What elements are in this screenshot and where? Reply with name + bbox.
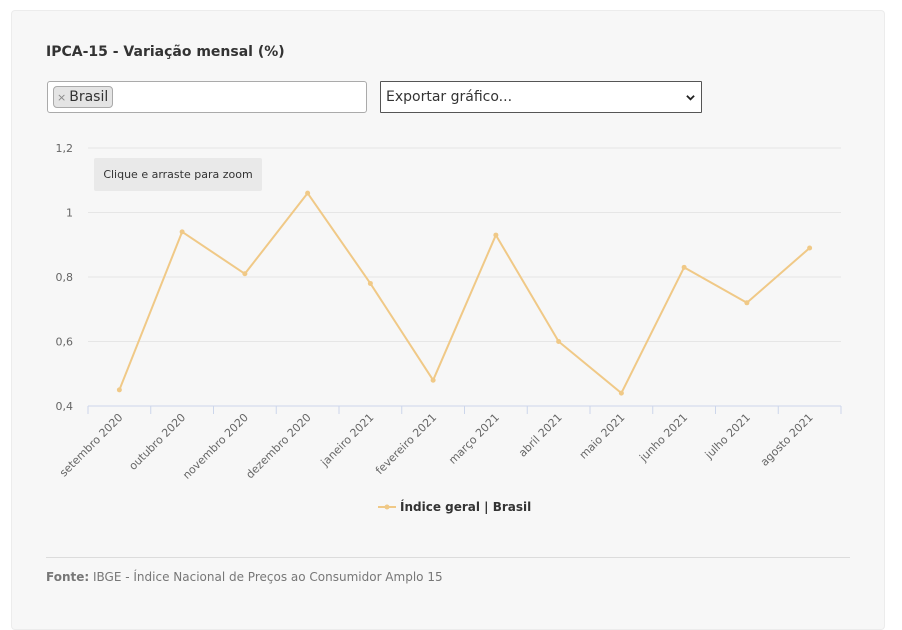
y-axis-labels: 0,4 0,6 0,8 1 1,2	[56, 142, 74, 413]
grid-lines	[88, 147, 841, 342]
export-chart-select[interactable]: Exportar gráfico...	[380, 81, 702, 113]
x-tick-label: outubro 2020	[126, 411, 188, 473]
y-tick-label: 0,4	[56, 400, 74, 413]
legend-swatch-icon	[378, 504, 396, 510]
data-point[interactable]	[807, 245, 813, 251]
data-point[interactable]	[618, 390, 624, 396]
data-point[interactable]	[430, 377, 436, 383]
tag-remove-icon[interactable]: ×	[57, 90, 67, 104]
x-tick-label: junho 2021	[636, 411, 690, 465]
line-chart[interactable]: 0,4 0,6 0,8 1 1,2 setembro 2020 outubro 2020n…	[0, 0, 902, 500]
x-tick-label: maio 2021	[577, 411, 628, 462]
x-axis	[87, 405, 842, 414]
data-point[interactable]	[179, 229, 185, 235]
data-point[interactable]	[367, 280, 373, 286]
source-label: Fonte:	[46, 570, 90, 584]
x-tick-label: novembro 2020	[180, 411, 251, 482]
data-point[interactable]	[556, 339, 562, 344]
data-point[interactable]	[116, 387, 122, 393]
x-tick-label: dezembro 2020	[243, 411, 313, 481]
zoom-hint: Clique e arraste para zoom	[94, 158, 262, 191]
y-tick-label: 1	[66, 207, 73, 220]
chart-card	[11, 10, 885, 630]
footer-divider	[46, 557, 850, 558]
x-tick-label: abril 2021	[516, 411, 565, 460]
source-text: IBGE - Índice Nacional de Preços ao Cons…	[89, 570, 443, 584]
chevron-down-icon	[686, 94, 695, 101]
legend-label: Índice geral | Brasil	[400, 500, 532, 514]
region-tag: × Brasil	[53, 86, 114, 108]
x-tick-label: julho 2021	[702, 411, 753, 462]
chart-title: IPCA-15 - Variação mensal (%)	[46, 44, 285, 60]
x-tick-label: setembro 2020	[57, 411, 125, 479]
series-indice-geral[interactable]	[116, 190, 813, 396]
x-tick-label: março 2021	[446, 411, 502, 467]
x-tick-label: agosto 2021	[758, 411, 816, 469]
data-point[interactable]	[493, 232, 499, 238]
series-line	[118, 192, 811, 395]
source-note: Fonte: IBGE - Índice Nacional de Preços …	[46, 570, 443, 584]
x-tick-label: janeiro 2021	[318, 411, 377, 470]
data-point[interactable]	[242, 271, 248, 277]
chart-legend[interactable]: Índice geral | Brasil	[378, 500, 531, 514]
y-tick-label: 1,2	[56, 142, 74, 155]
data-point[interactable]	[681, 264, 687, 270]
data-point[interactable]	[744, 300, 750, 306]
y-tick-label: 0,8	[56, 271, 74, 284]
data-point[interactable]	[305, 190, 311, 196]
region-tag-label: Brasil	[69, 89, 109, 105]
x-tick-label: fevereiro 2021	[373, 411, 439, 477]
y-tick-label: 0,6	[56, 336, 74, 349]
region-filter-input[interactable]: × Brasil	[47, 81, 367, 113]
export-select-label: Exportar gráfico...	[386, 89, 513, 105]
